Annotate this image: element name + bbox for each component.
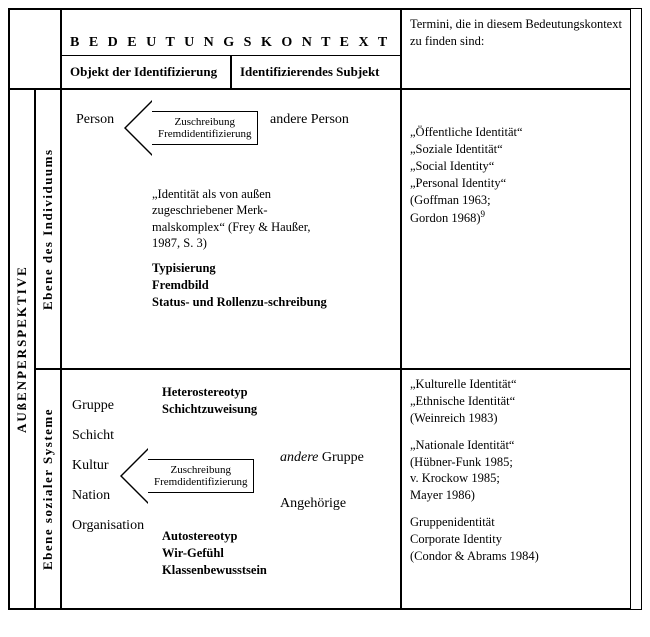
- arrow-line2: Fremdidentifizierung: [154, 476, 247, 488]
- termini-note: Termini, die in diesem Bedeutungskontext…: [401, 9, 631, 89]
- individual-quote: „Identität als von außen zugeschriebener…: [152, 186, 332, 251]
- term-gap: [410, 504, 622, 514]
- left-item: Schicht: [72, 428, 144, 444]
- arrow-line2: Fremdidentifizierung: [158, 128, 251, 140]
- term-item: Corporate Identity: [410, 531, 622, 548]
- row-social-label: Ebene sozialer Systeme: [35, 369, 61, 609]
- term-item: (Weinreich 1983): [410, 410, 622, 427]
- term-item: Gordon 1968)9: [410, 208, 622, 227]
- col-subject-header: Identifizierendes Subjekt: [231, 55, 401, 89]
- arrow-individual: Zuschreibung Fremdidentifizierung: [124, 100, 258, 156]
- top-left-empty: [9, 9, 61, 89]
- key-item: Wir-Gefühl: [162, 545, 267, 562]
- identity-table: B E D E U T U N G S K O N T E X T Termin…: [8, 8, 642, 610]
- term-gap: [410, 427, 622, 437]
- social-keys-bottom: Autostereotyp Wir-Gefühl Klassenbewussts…: [162, 528, 267, 579]
- left-item: Organisation: [72, 518, 144, 534]
- term-item: (Hübner-Funk 1985;: [410, 454, 622, 471]
- key-item: Heterostereotyp: [162, 384, 257, 401]
- social-keys-top: Heterostereotyp Schichtzuweisung: [162, 384, 257, 418]
- row-individual-terms: „Öffentliche Identität“ „Soziale Identit…: [401, 89, 631, 369]
- arrow-line1: Zuschreibung: [171, 464, 231, 476]
- term-item: (Condor & Abrams 1984): [410, 548, 622, 565]
- term-item: „Nationale Identität“: [410, 437, 622, 454]
- term-item: „Social Identity“: [410, 158, 622, 175]
- row-individual-label: Ebene des Individuums: [35, 89, 61, 369]
- key-item: Schichtzuweisung: [162, 401, 257, 418]
- arrow-head-icon: [120, 448, 148, 504]
- term-item: „Ethnische Identität“: [410, 393, 622, 410]
- arrow-line1: Zuschreibung: [175, 116, 235, 128]
- arrow-head-icon: [124, 100, 152, 156]
- term-item: (Goffman 1963;: [410, 192, 622, 209]
- term-item: Mayer 1986): [410, 487, 622, 504]
- outer-perspective-label: AUßENPERSPEKTIVE: [9, 89, 35, 609]
- row-social-terms: „Kulturelle Identität“ „Ethnische Identi…: [401, 369, 631, 609]
- row-individual-body: Person andere Person Zuschreibung Fremdi…: [61, 89, 401, 369]
- person-right: andere Person: [270, 112, 349, 128]
- social-right-items: andere Gruppe Angehörige: [280, 450, 364, 512]
- arrow-social: Zuschreibung Fremdidentifizierung: [120, 448, 254, 504]
- right-item: andere Gruppe: [280, 450, 364, 466]
- right-item: Angehörige: [280, 496, 364, 512]
- key-item: Status- und Rollenzu-schreibung: [152, 294, 342, 311]
- person-left: Person: [76, 112, 114, 128]
- key-item: Klassenbewusstsein: [162, 562, 267, 579]
- key-item: Typisierung: [152, 260, 342, 277]
- key-item: Autostereotyp: [162, 528, 267, 545]
- left-item: Gruppe: [72, 398, 144, 414]
- row-social-body: Gruppe Schicht Kultur Nation Organisatio…: [61, 369, 401, 609]
- arrow-body: Zuschreibung Fremdidentifizierung: [148, 459, 254, 493]
- key-item: Fremdbild: [152, 277, 342, 294]
- term-item: Gruppenidentität: [410, 514, 622, 531]
- term-item: „Soziale Identität“: [410, 141, 622, 158]
- term-item: „Personal Identity“: [410, 175, 622, 192]
- footnote-marker: 9: [480, 209, 485, 219]
- col-object-header: Objekt der Identifizierung: [61, 55, 231, 89]
- arrow-body: Zuschreibung Fremdidentifizierung: [152, 111, 258, 145]
- context-title: B E D E U T U N G S K O N T E X T: [61, 9, 401, 55]
- individual-keys: Typisierung Fremdbild Status- und Rollen…: [152, 260, 342, 311]
- term-item: „Öffentliche Identität“: [410, 124, 622, 141]
- term-item: „Kulturelle Identität“: [410, 376, 622, 393]
- term-item: v. Krockow 1985;: [410, 470, 622, 487]
